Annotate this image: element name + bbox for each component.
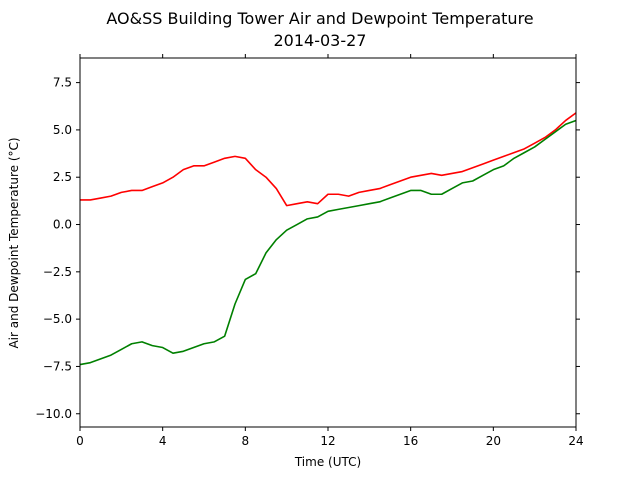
chart-title: AO&SS Building Tower Air and Dewpoint Te… xyxy=(106,9,533,28)
y-tick-label: −5.0 xyxy=(43,312,72,326)
x-axis-label: Time (UTC) xyxy=(294,455,361,469)
x-tick-label: 16 xyxy=(403,434,418,448)
y-tick-label: −7.5 xyxy=(43,359,72,373)
y-tick-label: −2.5 xyxy=(43,265,72,279)
y-tick-label: 0.0 xyxy=(53,218,72,232)
x-tick-label: 8 xyxy=(242,434,250,448)
y-tick-label: −10.0 xyxy=(35,407,72,421)
x-tick-label: 24 xyxy=(568,434,583,448)
x-tick-label: 20 xyxy=(486,434,501,448)
y-tick-label: 7.5 xyxy=(53,76,72,90)
y-axis-label: Air and Dewpoint Temperature (°C) xyxy=(7,137,21,348)
series-layer xyxy=(79,112,577,366)
plot-frame xyxy=(79,57,577,428)
chart-subtitle: 2014-03-27 xyxy=(274,31,367,50)
y-axis: −10.0 −7.5 −5.0 −2.5 0.0 2.5 5.0 7.5 xyxy=(35,76,580,421)
series-line-2 xyxy=(79,119,577,366)
y-tick-label: 5.0 xyxy=(53,123,72,137)
x-tick-label: 0 xyxy=(76,434,84,448)
x-tick-label: 4 xyxy=(159,434,167,448)
y-tick-label: 2.5 xyxy=(53,170,72,184)
x-axis: 0 4 8 12 16 20 24 xyxy=(76,54,584,448)
x-tick-label: 12 xyxy=(320,434,335,448)
series-line-1 xyxy=(80,112,577,207)
